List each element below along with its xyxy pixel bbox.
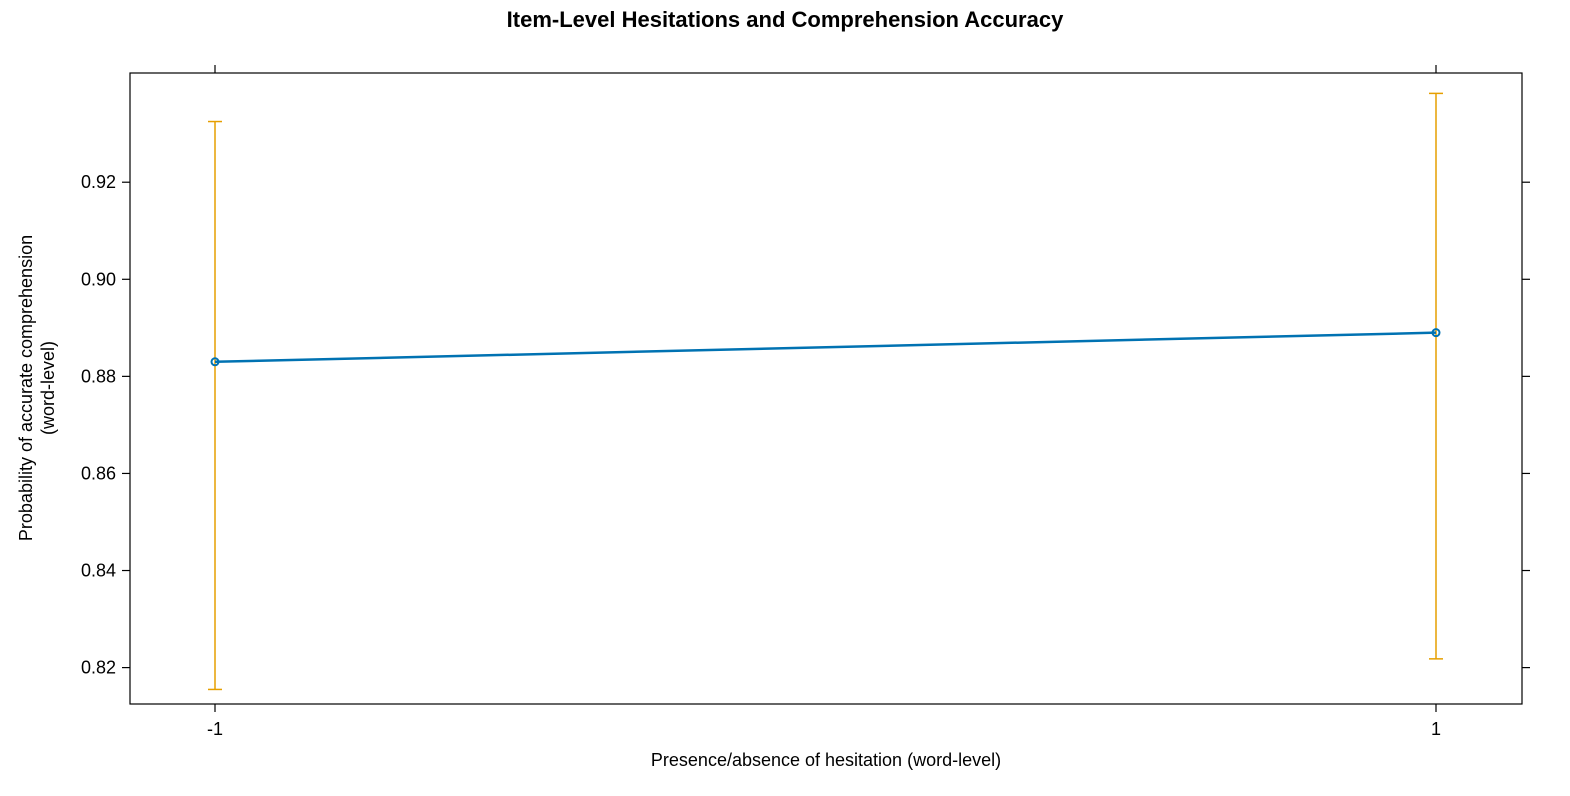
x-tick-label: -1 [207,719,223,739]
chart-title: Item-Level Hesitations and Comprehension… [507,7,1064,32]
y-axis-left: 0.82 0.84 0.86 0.88 0.90 0.92 [81,172,130,678]
y-axis-label-line-2: (word-level) [38,341,58,435]
y-tick-label: 0.86 [81,463,116,483]
series-layer [208,92,1443,691]
y-tick-label: 0.92 [81,172,116,192]
y-axis-label: Probability of accurate comprehension (w… [16,235,58,541]
y-tick-label: 0.90 [81,269,116,289]
y-axis-right [1522,181,1530,669]
y-tick-label: 0.84 [81,561,116,581]
y-tick-label: 0.82 [81,658,116,678]
y-axis-label-line-1: Probability of accurate comprehension [16,235,36,541]
x-tick-label: 1 [1431,719,1441,739]
x-axis: -1 1 [207,65,1441,739]
data-point [210,357,220,367]
y-tick-label: 0.88 [81,366,116,386]
x-axis-label: Presence/absence of hesitation (word-lev… [651,750,1001,770]
series-line [214,331,1437,364]
data-point [1431,328,1441,338]
plot-area [129,72,1523,705]
